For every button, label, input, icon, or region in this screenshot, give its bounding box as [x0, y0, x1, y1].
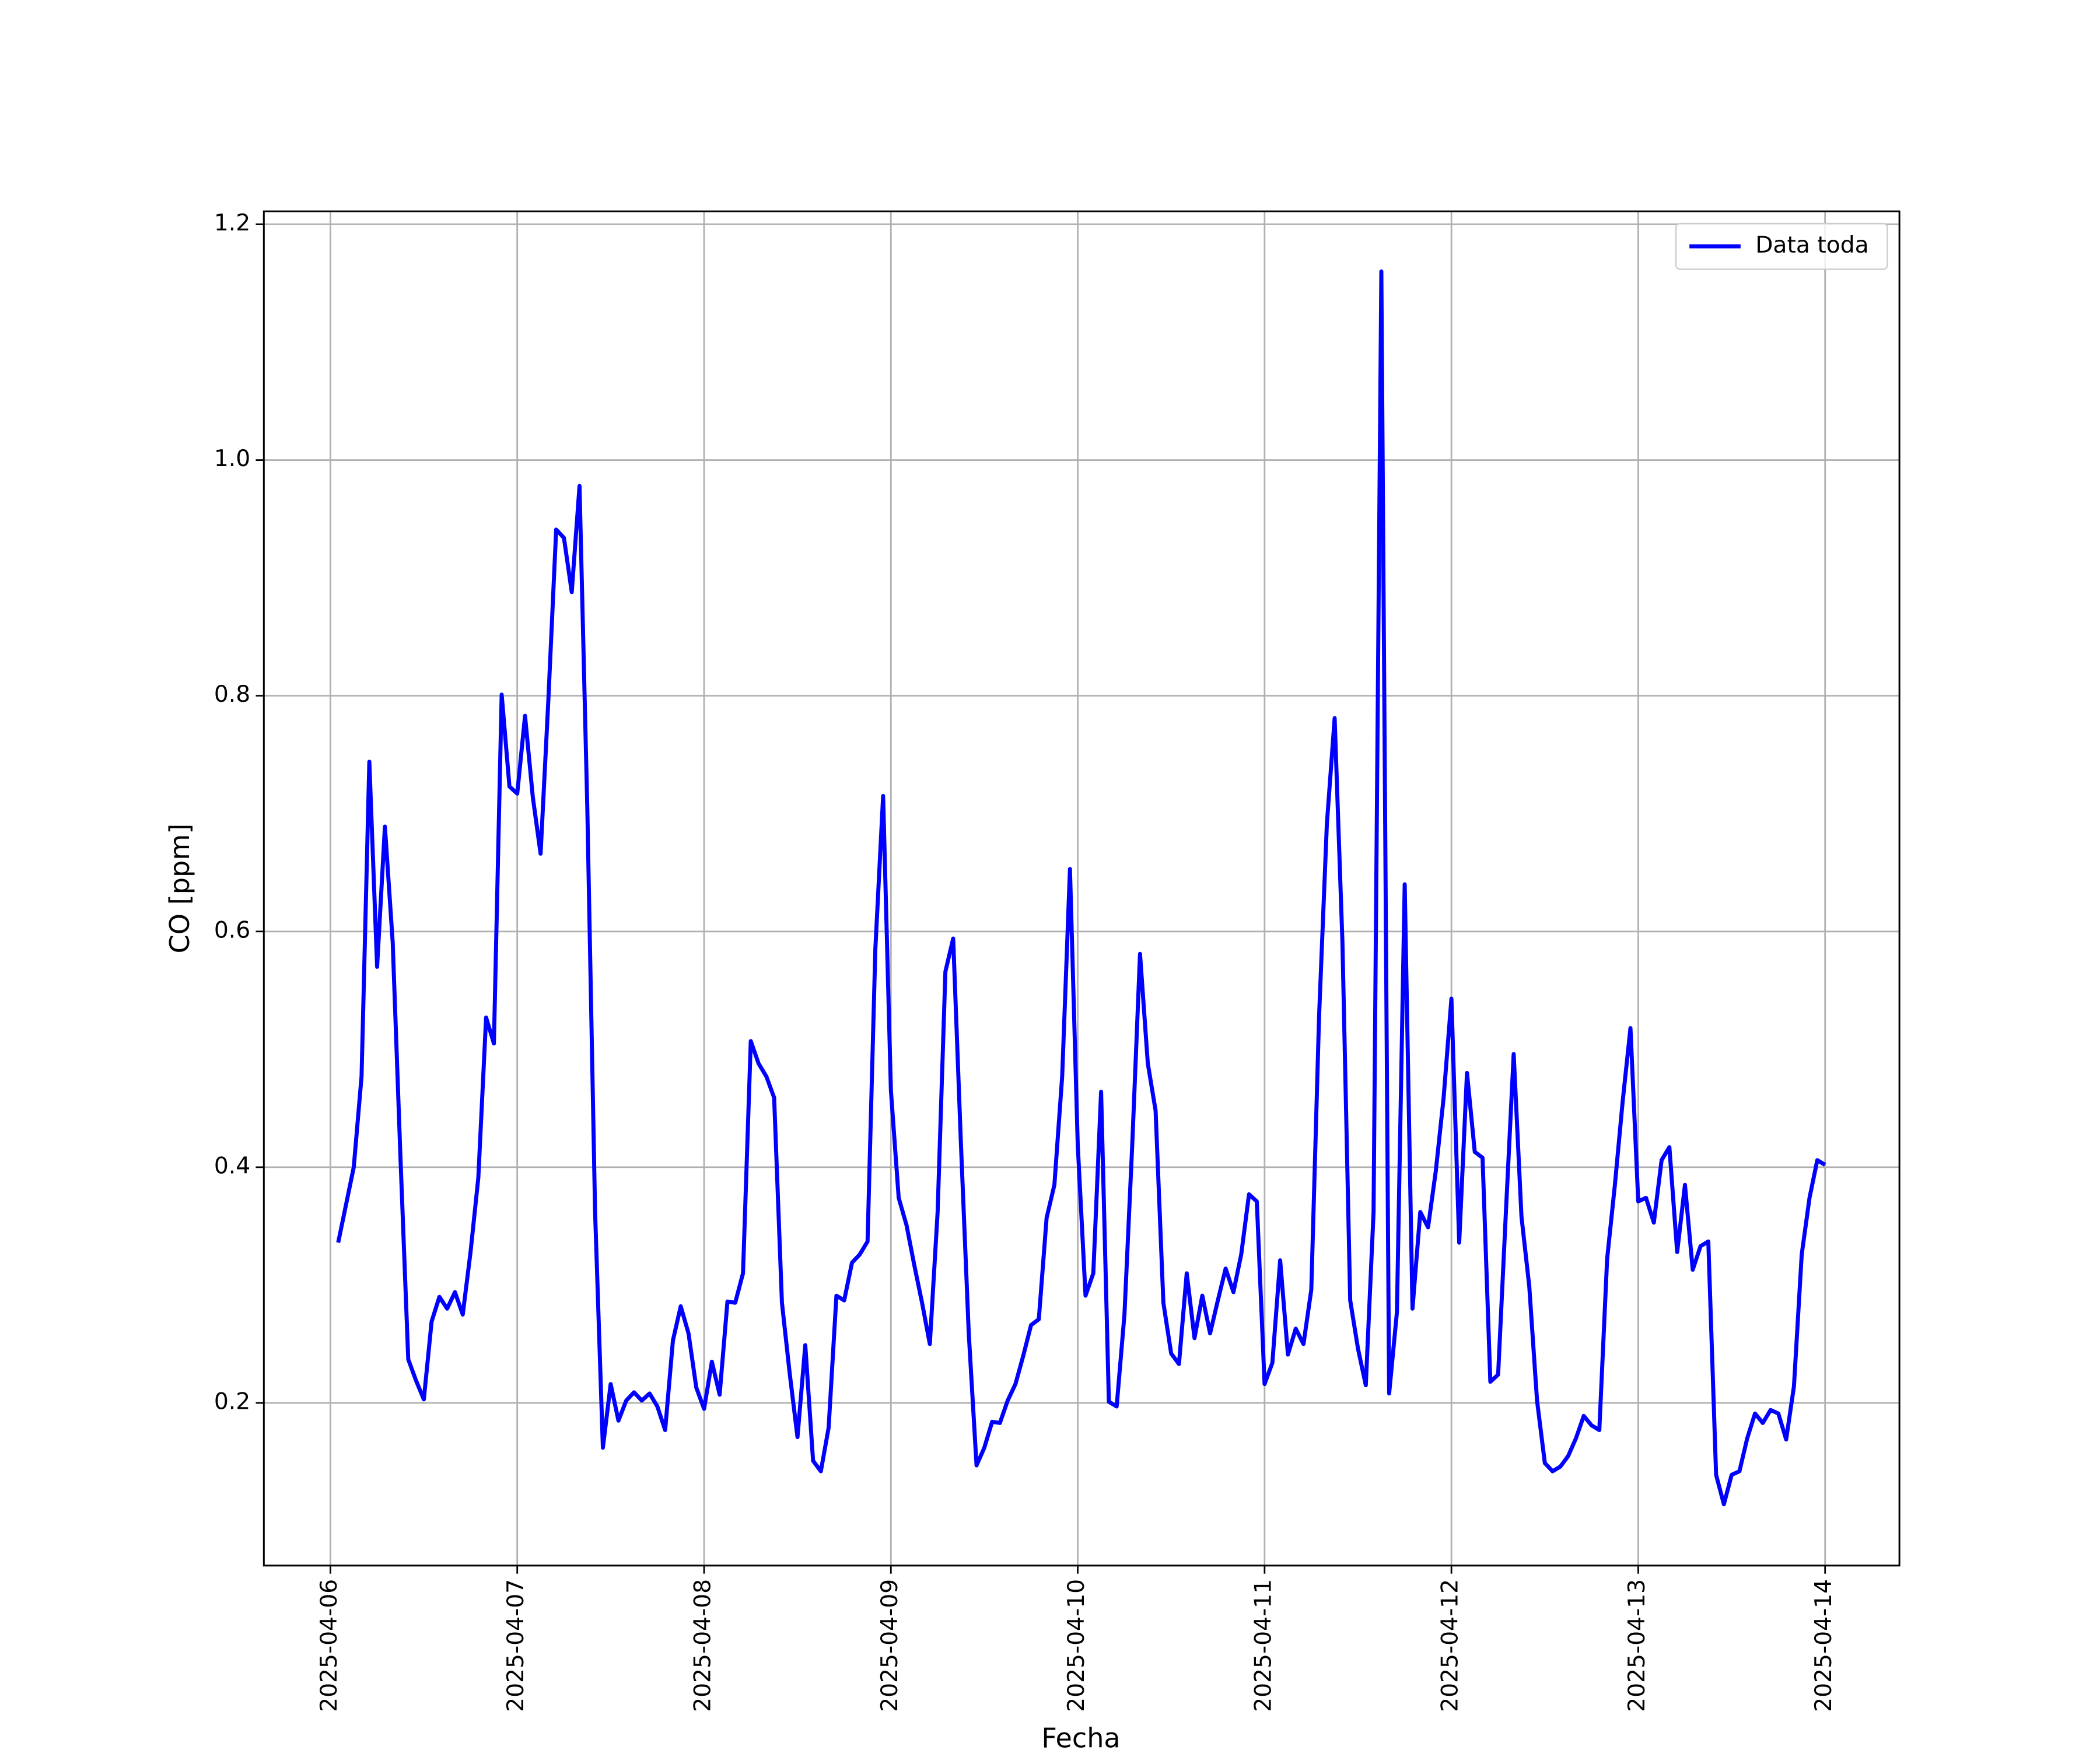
y-tick-label: 0.8: [214, 681, 250, 708]
axes-frame: [262, 210, 1901, 1567]
x-tick-label: 2025-04-06: [316, 1579, 342, 1712]
y-tick-label: 1.2: [214, 210, 250, 236]
y-tick-label: 0.2: [214, 1389, 250, 1415]
x-tick-label: 2025-04-07: [503, 1579, 529, 1712]
y-tick-label: 1.0: [214, 446, 250, 472]
y-tick-label: 0.6: [214, 917, 250, 943]
legend-label: Data toda: [1755, 232, 1868, 258]
x-tick-label: 2025-04-14: [1811, 1579, 1837, 1712]
data-line: [336, 269, 1826, 1507]
legend-box: [1675, 222, 1888, 270]
x-axis-label: Fecha: [1041, 1722, 1120, 1750]
x-tick-label: 2025-04-12: [1437, 1579, 1464, 1712]
y-axis-label: CO [ppm]: [164, 824, 195, 954]
x-tick-label: 2025-04-08: [690, 1579, 716, 1712]
x-tick-label: 2025-04-09: [877, 1579, 903, 1712]
x-tick-label: 2025-04-10: [1063, 1579, 1090, 1712]
x-tick-label: 2025-04-13: [1624, 1579, 1650, 1712]
y-tick-label: 0.4: [214, 1153, 250, 1179]
x-tick-label: 2025-04-11: [1250, 1579, 1276, 1712]
